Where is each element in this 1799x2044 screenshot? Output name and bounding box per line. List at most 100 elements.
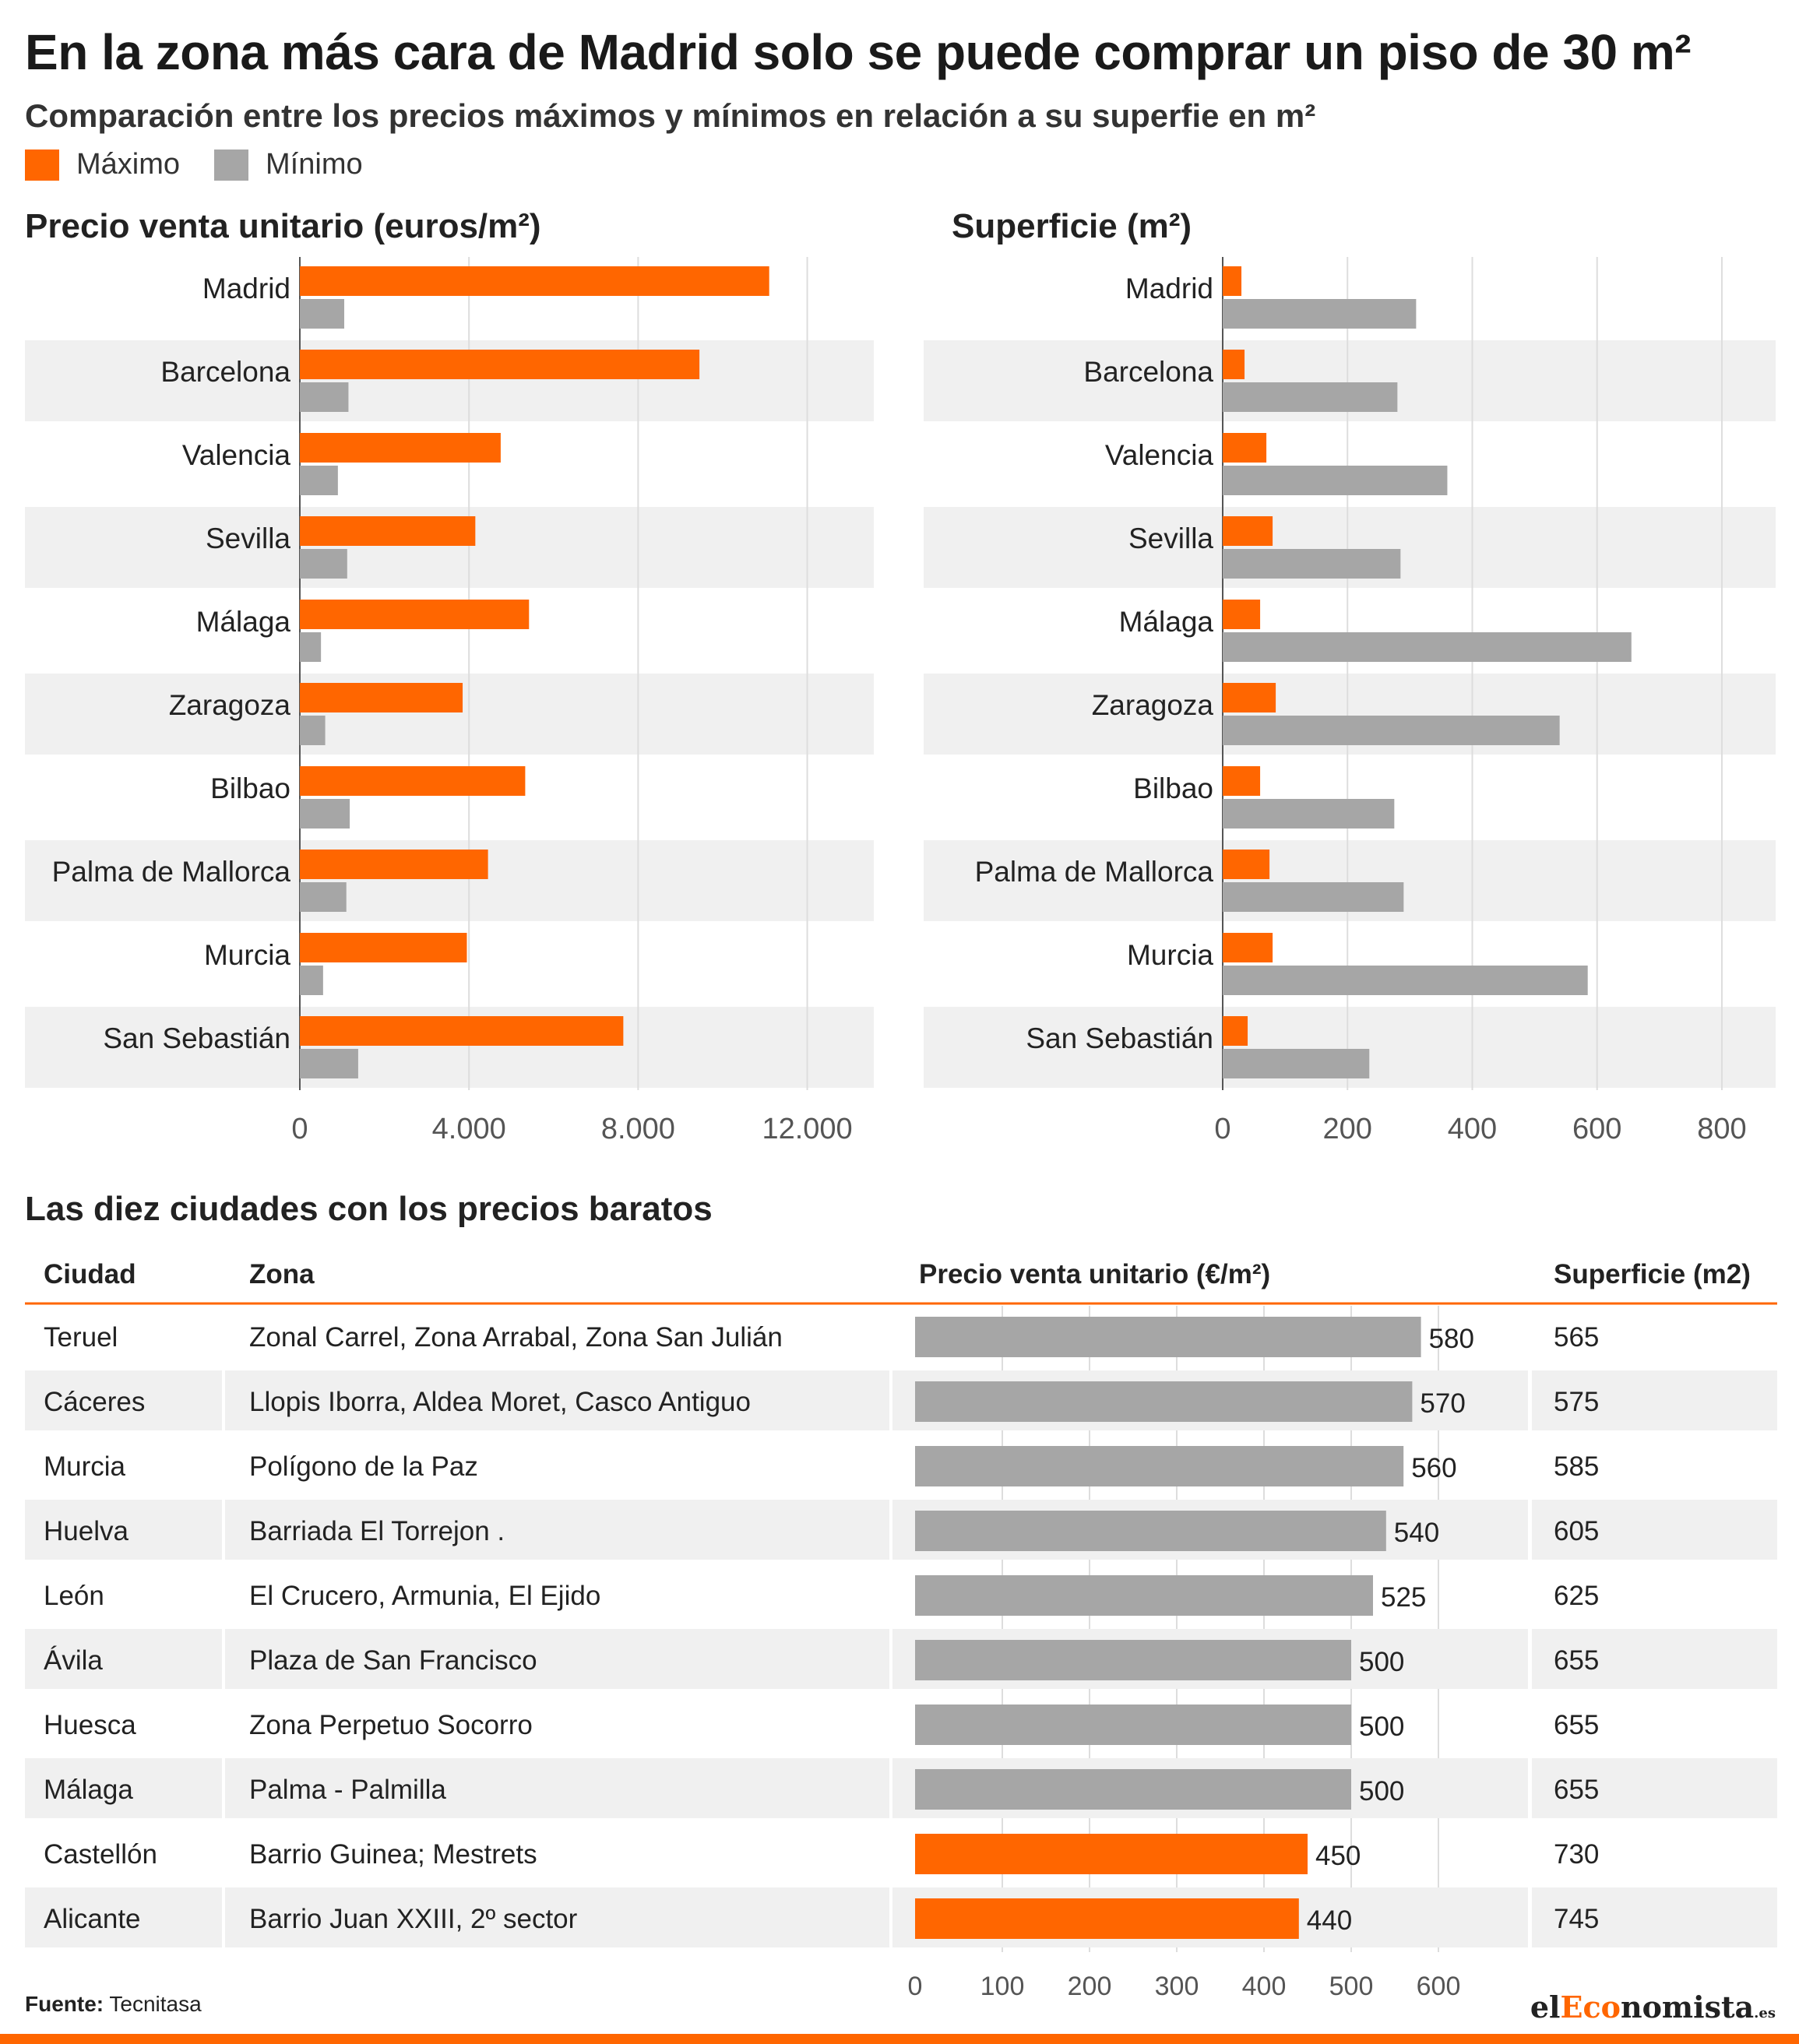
panel2-category-label: Palma de Mallorca — [975, 856, 1214, 888]
panel1-bar-max — [300, 433, 501, 463]
table-cell-superficie: 585 — [1554, 1451, 1599, 1482]
table-price-bar — [915, 1575, 1373, 1616]
table-header-cell: Precio venta unitario (€/m²) — [919, 1259, 1270, 1289]
panel2-category-label: Valencia — [1105, 439, 1214, 471]
panel2-bar-min — [1223, 466, 1448, 495]
legend: Máximo Mínimo — [25, 148, 386, 181]
panel2-tick-label: 400 — [1448, 1113, 1497, 1145]
table-cell-zona: Barrio Juan XXIII, 2º sector — [249, 1904, 578, 1934]
panel2-bar-max — [1223, 1016, 1248, 1046]
legend-label-max: Máximo — [76, 148, 181, 181]
panel1-bar-max — [300, 600, 530, 629]
table-cell-zona: Llopis Iborra, Aldea Moret, Casco Antigu… — [249, 1387, 751, 1417]
panel1-bar-min — [300, 382, 349, 412]
table-row-band — [1532, 1629, 1777, 1689]
table-row-band — [225, 1887, 889, 1947]
panel1-category-label: Valencia — [182, 439, 291, 471]
table-cell-zona: Zona Perpetuo Socorro — [249, 1710, 533, 1740]
table-cell-ciudad: Alicante — [44, 1904, 141, 1934]
panel2-bar-min — [1223, 966, 1588, 995]
table-title: Las diez ciudades con los precios barato… — [25, 1190, 713, 1228]
panel2-bar-max — [1223, 266, 1242, 296]
table-bar-tick-label: 600 — [1417, 1972, 1461, 2001]
table-cell-ciudad: Murcia — [44, 1451, 126, 1482]
chart-subtitle: Comparación entre los precios máximos y … — [25, 97, 1316, 134]
table-cell-ciudad: Málaga — [44, 1775, 133, 1805]
table-row-band — [225, 1758, 889, 1818]
table-cell-ciudad: León — [44, 1581, 104, 1611]
table-cell-zona: Zonal Carrel, Zona Arrabal, Zona San Jul… — [249, 1322, 783, 1353]
panel1-bar-max — [300, 266, 769, 296]
table-cell-superficie: 625 — [1554, 1581, 1599, 1611]
table-price-label: 500 — [1359, 1776, 1404, 1807]
panel1-tick-label: 8.000 — [601, 1113, 675, 1145]
table-price-bar — [915, 1769, 1351, 1810]
legend-item-min: Mínimo — [214, 148, 363, 181]
panel2-category-label: Sevilla — [1128, 522, 1213, 554]
panel2-bar-min — [1223, 799, 1395, 829]
panel1-bar-min — [300, 966, 323, 995]
table-row-band — [1532, 1758, 1777, 1818]
table-cell-superficie: 745 — [1554, 1904, 1599, 1934]
table-bar-tick-label: 200 — [1068, 1972, 1112, 2001]
table-bar-tick-label: 300 — [1155, 1972, 1199, 2001]
panel2-bar-max — [1223, 683, 1276, 712]
legend-item-max: Máximo — [25, 148, 180, 181]
table-cell-zona: Barrio Guinea; Mestrets — [249, 1839, 537, 1870]
table-row-band — [225, 1370, 889, 1430]
panel1-title: Precio venta unitario (euros/m²) — [25, 207, 541, 245]
table-cell-ciudad: Cáceres — [44, 1387, 145, 1417]
panel1-bar-max — [300, 766, 526, 796]
panel2-category-label: Murcia — [1127, 939, 1213, 971]
table-price-bar — [915, 1640, 1351, 1680]
panel1-category-label: Murcia — [204, 939, 290, 971]
table-price-label: 540 — [1394, 1518, 1439, 1548]
table-bar-tick-label: 400 — [1242, 1972, 1287, 2001]
panel1-bar-max — [300, 933, 467, 962]
panel1-bar-min — [300, 632, 322, 662]
table-bar-tick-label: 500 — [1329, 1972, 1374, 2001]
table-cell-ciudad: Ávila — [44, 1645, 103, 1676]
panel1-category-label: Barcelona — [160, 356, 290, 388]
table-cell-superficie: 655 — [1554, 1710, 1599, 1740]
panel2-category-label: Málaga — [1119, 606, 1214, 638]
panel1-category-label: Madrid — [202, 273, 290, 304]
table-cell-zona: Barriada El Torrejon . — [249, 1516, 505, 1546]
table-cell-zona: Palma - Palmilla — [249, 1775, 446, 1805]
table-cell-superficie: 565 — [1554, 1322, 1599, 1353]
panel2-category-label: Zaragoza — [1092, 689, 1214, 721]
table-price-label: 500 — [1359, 1712, 1404, 1742]
panel2-bar-max — [1223, 600, 1261, 629]
panel1-category-label: Málaga — [196, 606, 291, 638]
table-cell-ciudad: Huesca — [44, 1710, 136, 1740]
panel1-bar-max — [300, 683, 463, 712]
panel2-bar-min — [1223, 299, 1417, 329]
legend-swatch-max — [25, 149, 59, 181]
table-price-bar — [915, 1834, 1308, 1874]
table-price-label: 450 — [1315, 1841, 1361, 1871]
panel1-bar-max — [300, 516, 476, 546]
table-row-band — [25, 1887, 222, 1947]
panel2-bar-min — [1223, 882, 1404, 912]
panel2-bar-min — [1223, 1049, 1370, 1078]
table-cell-zona: El Crucero, Armunia, El Ejido — [249, 1581, 600, 1611]
table-price-label: 570 — [1420, 1388, 1465, 1419]
panel2-tick-label: 600 — [1572, 1113, 1621, 1145]
panel2-bar-min — [1223, 716, 1560, 745]
table-header-cell: Zona — [249, 1259, 315, 1289]
panel1-bar-max — [300, 850, 488, 879]
table-price-label: 525 — [1381, 1582, 1426, 1613]
panel1-bar-min — [300, 799, 350, 829]
panel1-tick-label: 12.000 — [762, 1113, 852, 1145]
panel2-bar-min — [1223, 632, 1632, 662]
panel1-category-label: San Sebastián — [103, 1022, 290, 1054]
panel1-tick-label: 0 — [291, 1113, 308, 1145]
panel2-tick-label: 800 — [1697, 1113, 1746, 1145]
panel2-bar-max — [1223, 933, 1273, 962]
table-price-label: 500 — [1359, 1647, 1404, 1677]
table-row-band — [25, 1370, 222, 1430]
table-cell-superficie: 655 — [1554, 1645, 1599, 1676]
table-row-band — [225, 1500, 889, 1560]
panel2-category-label: Barcelona — [1083, 356, 1213, 388]
